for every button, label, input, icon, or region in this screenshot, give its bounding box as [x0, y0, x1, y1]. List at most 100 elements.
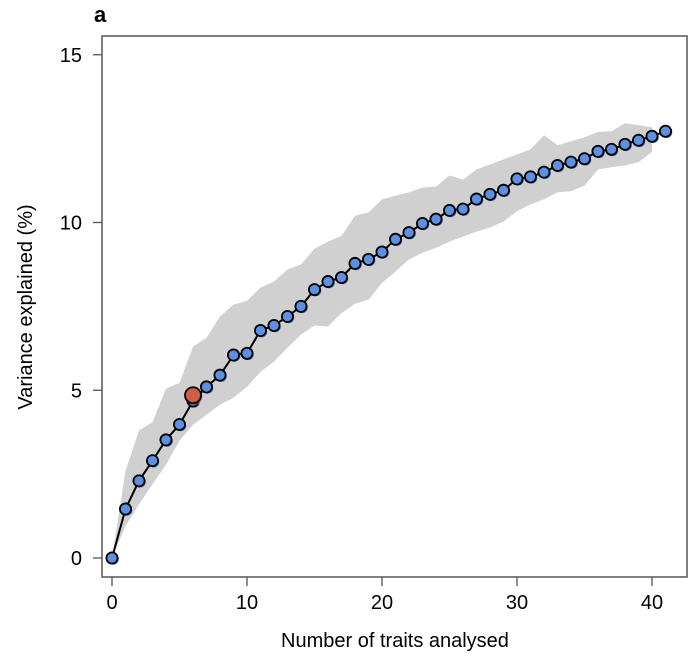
data-point: [213, 368, 227, 382]
data-point-marker: [415, 217, 429, 231]
data-point: [645, 129, 659, 144]
x-axis: 0 10 20 30 40: [106, 577, 663, 614]
data-point-marker: [361, 252, 375, 266]
data-point-marker: [253, 324, 267, 338]
data-point: [119, 502, 133, 516]
data-point: [659, 124, 673, 139]
y-tick-label: 5: [71, 380, 82, 402]
data-point-marker: [496, 183, 510, 197]
data-point: [618, 137, 632, 152]
data-point: [375, 245, 389, 259]
data-point-marker: [483, 187, 497, 201]
data-point: [199, 380, 214, 394]
data-point: [348, 256, 362, 271]
data-point-marker: [524, 170, 538, 184]
data-point-marker: [199, 380, 213, 394]
data-point: [307, 283, 322, 297]
data-point-marker: [105, 551, 119, 565]
y-axis-title: Variance explained (%): [15, 204, 37, 409]
data-point-marker: [659, 124, 673, 138]
data-point-marker: [551, 158, 565, 172]
data-point: [280, 309, 295, 324]
data-point-marker: [267, 318, 281, 332]
data-point: [591, 144, 605, 159]
data-point: [105, 551, 119, 565]
highlight-point: [184, 386, 202, 405]
data-point-marker: [442, 203, 456, 217]
data-point-marker: [469, 192, 483, 206]
data-point: [469, 192, 484, 206]
data-point: [172, 417, 187, 432]
data-point: [159, 433, 173, 447]
data-point-marker: [564, 155, 578, 169]
data-point-marker: [388, 232, 402, 246]
data-point-marker: [294, 299, 308, 313]
y-tick-label: 0: [71, 548, 82, 570]
data-point: [334, 271, 349, 285]
x-tick-label: 40: [641, 592, 663, 614]
data-point: [564, 155, 578, 169]
data-point-marker: [402, 226, 416, 240]
data-point-marker: [334, 271, 348, 285]
data-point-marker: [618, 137, 632, 151]
data-point-marker: [145, 454, 159, 468]
x-tick-label: 20: [371, 592, 393, 614]
data-point: [240, 346, 254, 361]
y-tick-label: 10: [60, 213, 82, 235]
data-point: [321, 275, 335, 289]
data-point: [483, 187, 497, 202]
data-point-marker: [132, 474, 146, 488]
data-point-marker: [605, 142, 619, 156]
data-point-marker: [348, 256, 362, 270]
data-point-marker: [159, 433, 173, 447]
data-point-marker: [429, 212, 443, 226]
data-points: [105, 124, 673, 565]
data-point: [294, 299, 308, 314]
x-axis-title: Number of traits analysed: [281, 630, 509, 652]
data-point: [537, 165, 551, 179]
y-tick-label: 15: [60, 45, 82, 67]
data-point: [496, 183, 511, 198]
panel-label: a: [94, 2, 107, 27]
x-tick-label: 30: [506, 592, 528, 614]
confidence-band: [112, 123, 652, 558]
data-point: [632, 133, 646, 148]
data-point: [442, 203, 457, 218]
data-point: [429, 212, 443, 226]
data-point-marker: [321, 275, 335, 289]
data-point-marker: [280, 309, 294, 323]
data-point-marker: [119, 502, 133, 516]
data-point: [605, 142, 619, 157]
data-point: [524, 170, 538, 184]
data-point-marker: [240, 346, 254, 360]
data-point: [578, 152, 592, 166]
data-point-marker: [172, 417, 186, 431]
plot-frame: [101, 35, 688, 578]
data-point-marker: [537, 165, 551, 179]
data-point: [361, 252, 376, 267]
x-tick-label: 0: [106, 592, 117, 614]
data-point-marker: [591, 144, 605, 158]
data-point: [415, 217, 430, 231]
highlight-point-group: [184, 386, 203, 405]
data-point: [226, 348, 241, 362]
data-point-marker: [645, 129, 659, 143]
data-point-marker: [375, 245, 389, 259]
data-point: [388, 232, 403, 247]
plot-area: [105, 123, 673, 565]
data-point: [267, 318, 281, 333]
data-point-marker: [632, 133, 646, 147]
series-line: [111, 130, 666, 559]
data-point-marker: [307, 283, 321, 297]
data-point-marker: [226, 348, 240, 362]
x-tick-label: 10: [236, 592, 258, 614]
data-point: [510, 172, 524, 186]
data-point-marker: [510, 172, 524, 186]
data-point: [402, 226, 416, 240]
data-point-marker: [213, 368, 227, 382]
data-point: [551, 158, 565, 173]
y-axis: 0 5 10 15: [60, 45, 102, 570]
data-point: [456, 202, 470, 216]
data-point: [253, 324, 268, 338]
